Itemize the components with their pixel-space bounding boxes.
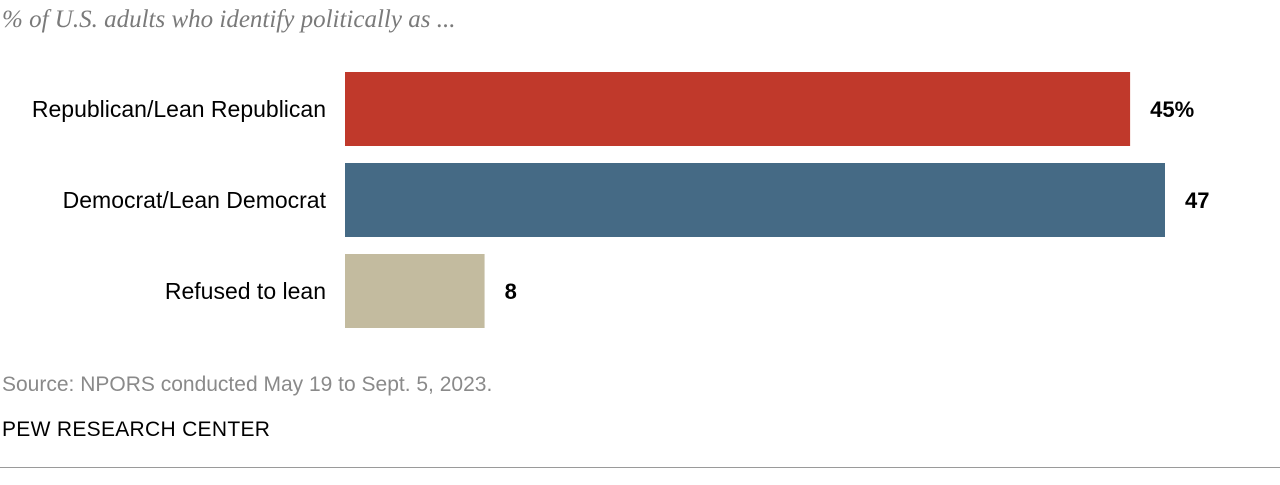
bar-democrat-lean-democrat	[345, 163, 1165, 237]
category-label-republican-lean-republican: Republican/Lean Republican	[32, 96, 326, 122]
brand-wordmark: PEW RESEARCH CENTER	[2, 418, 271, 441]
bar-chart: Republican/Lean Republican 45% Democrat/Le…	[32, 72, 1209, 328]
bar-refused-to-lean	[345, 254, 485, 328]
value-label-refused-to-lean: 8	[505, 279, 517, 304]
bar-republican-lean-republican	[345, 72, 1131, 146]
source-note: Source: NPORS conducted May 19 to Sept. …	[2, 373, 493, 396]
footer-divider	[0, 467, 1280, 468]
category-label-democrat-lean-democrat: Democrat/Lean Democrat	[63, 187, 327, 213]
chart-subtitle: % of U.S. adults who identify politicall…	[2, 6, 456, 33]
category-label-refused-to-lean: Refused to lean	[165, 278, 326, 304]
value-label-republican-lean-republican: 45%	[1150, 97, 1194, 122]
value-label-democrat-lean-democrat: 47	[1185, 188, 1209, 213]
